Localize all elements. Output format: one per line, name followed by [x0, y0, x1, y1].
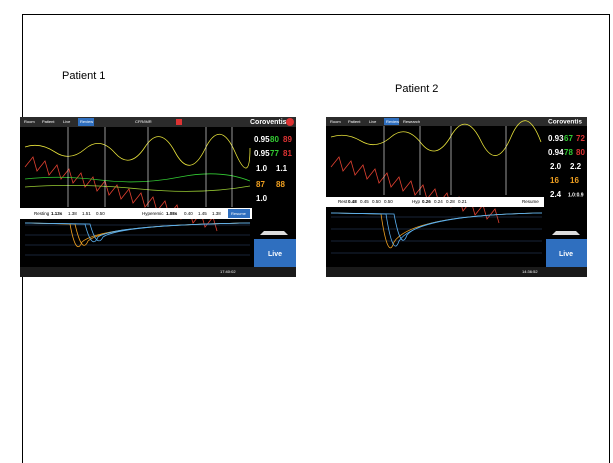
readout: 77	[270, 149, 279, 158]
readout: 81	[283, 149, 292, 158]
close-icon	[176, 119, 182, 125]
rest-value: 1.13s	[51, 211, 63, 216]
tab: Review	[80, 119, 93, 124]
clock: 14:36:52	[522, 269, 538, 274]
readout: 80	[270, 135, 279, 144]
tab: Room	[330, 119, 341, 124]
screenshot: Room Patient Live Review Research Corove…	[326, 117, 587, 277]
user: CFR/IMR	[135, 119, 152, 124]
readout: 89	[283, 135, 292, 144]
readout: 0.94	[548, 148, 564, 157]
readout: 2.0	[550, 162, 562, 171]
readout: 16	[550, 176, 559, 185]
readout: 78	[564, 148, 573, 157]
rest-value: 0.45	[360, 199, 369, 204]
tab: Live	[369, 119, 377, 124]
readout: 1.0	[256, 194, 268, 203]
readout: 1.1	[276, 164, 288, 173]
hyp-value: 0.21	[458, 199, 467, 204]
hyp-label: Hyperemic	[142, 211, 164, 216]
rest-value: 1.51	[82, 211, 91, 216]
patient-label: Patient 1	[62, 70, 105, 82]
rest-value: 0.50	[96, 211, 105, 216]
readout: 1.0	[256, 164, 268, 173]
readout: 2.4	[550, 190, 562, 199]
toolbar	[20, 267, 296, 277]
hyp-value: 1.45	[198, 211, 207, 216]
tab: Patient	[348, 119, 361, 124]
rest-label: Resting	[34, 211, 50, 216]
tab: Patient	[42, 119, 55, 124]
readout: 87	[256, 180, 265, 189]
slider-handle	[260, 231, 288, 235]
resume-text: Resume	[522, 199, 539, 204]
readout: 1.0:0.9	[568, 192, 584, 198]
power-icon	[286, 118, 294, 126]
tab: Live	[63, 119, 71, 124]
hyp-label: Hyp	[412, 199, 420, 204]
hyp-value: 0.26	[422, 199, 431, 204]
hyp-value: 1.38	[212, 211, 221, 216]
rest-value: 1.38	[68, 211, 77, 216]
slide: Patient 1 Patient 2 Room Patient Live Re…	[0, 0, 613, 463]
rest-value: 0.50	[384, 199, 393, 204]
readout: 16	[570, 176, 579, 185]
live-text: Live	[268, 251, 282, 258]
slider-handle	[552, 231, 580, 235]
readout: 2.2	[570, 162, 582, 171]
resume-text: Resume	[231, 211, 247, 216]
readout: 0.95	[254, 135, 270, 144]
brand: Coroventis	[250, 119, 287, 126]
readout: 67	[564, 134, 573, 143]
readout: 0.95	[254, 149, 270, 158]
patient-label: Patient 2	[395, 83, 438, 95]
hyp-value: 1.08s	[166, 211, 178, 216]
screenshot: Room Patient Live Review CFR/IMR Coroven…	[20, 117, 296, 277]
toolbar	[326, 267, 587, 277]
readout: 80	[576, 148, 585, 157]
hyp-value: 0.40	[184, 211, 193, 216]
rest-value: 0.48	[348, 199, 357, 204]
rest-label: Rest	[338, 199, 348, 204]
brand: Coroventis	[548, 119, 582, 126]
tab: Room	[24, 119, 35, 124]
hyp-value: 0.24	[434, 199, 443, 204]
tab: Review	[386, 119, 399, 124]
hyp-value: 0.28	[446, 199, 455, 204]
tab: Research	[403, 119, 420, 124]
readout: 0.93	[548, 134, 564, 143]
rest-value: 0.50	[372, 199, 381, 204]
live-text: Live	[559, 251, 573, 258]
readout: 88	[276, 180, 285, 189]
clock: 17:40:02	[220, 269, 236, 274]
readout: 72	[576, 134, 585, 143]
